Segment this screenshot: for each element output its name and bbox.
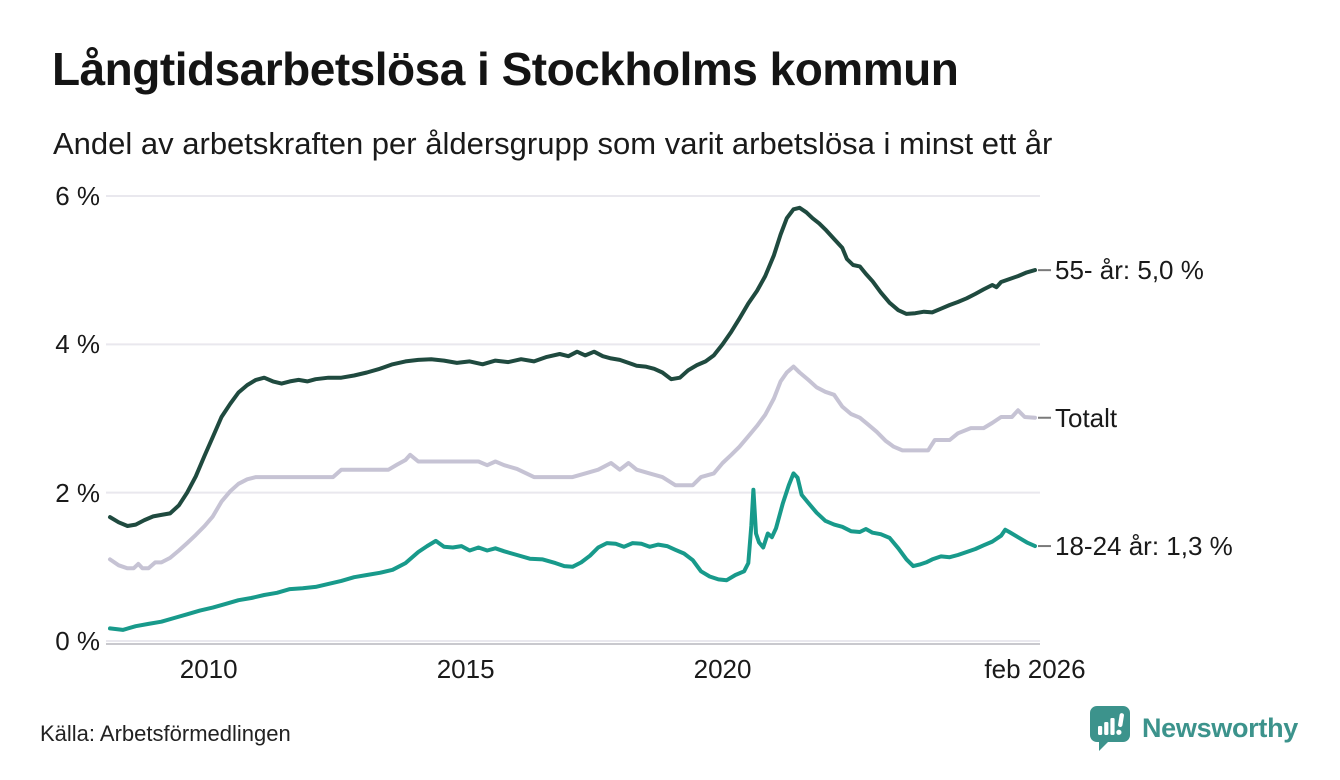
newsworthy-logo-text: Newsworthy (1141, 712, 1298, 743)
series-end-label-18-24-ar: 18-24 år: 1,3 % (1055, 531, 1233, 562)
y-tick-6: 6 % (55, 180, 100, 211)
logo-bar-3 (1110, 718, 1115, 735)
y-tick-0: 0 % (55, 626, 100, 656)
series-line-18-24-ar (108, 471, 1037, 632)
newsworthy-logo: Newsworthy (1088, 704, 1298, 752)
y-tick-4: 4 % (55, 329, 100, 360)
x-tick-feb-2026: feb 2026 (984, 654, 1086, 684)
series-end-label-55-ar: 55- år: 5,0 % (1055, 255, 1204, 286)
series-line-totalt (108, 364, 1037, 571)
chart-subtitle: Andel av arbetskraften per åldersgrupp s… (53, 126, 1053, 161)
series-line-55-ar (108, 205, 1037, 528)
y-tick-2: 2 % (55, 477, 100, 508)
source-note: Källa: Arbetsförmedlingen (40, 721, 291, 746)
logo-exclamation (1116, 713, 1124, 735)
x-tick-2010: 2010 (179, 654, 238, 684)
page-title: Långtidsarbetslösa i Stockholms kommun (52, 43, 959, 95)
x-tick-2015: 2015 (436, 654, 495, 684)
logo-bar-1 (1097, 726, 1103, 735)
logo-bar-2 (1104, 722, 1109, 735)
newsworthy-logo-icon (1089, 706, 1130, 751)
series-end-label-totalt: Totalt (1055, 402, 1118, 433)
x-tick-2020: 2020 (693, 654, 752, 684)
